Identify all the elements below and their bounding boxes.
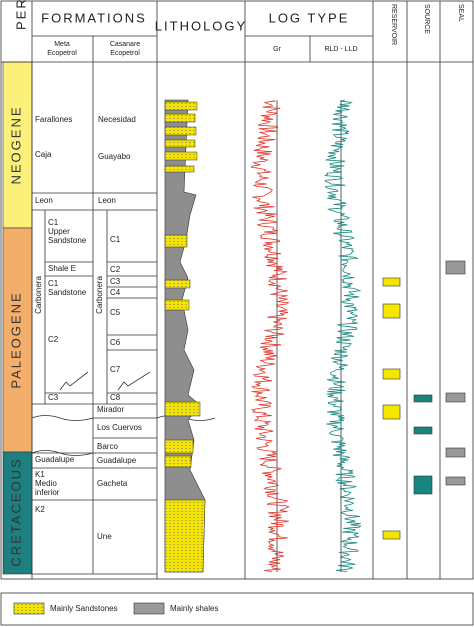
period-label: PALEOGENE	[8, 291, 23, 388]
header: Casanare	[110, 41, 140, 48]
legend	[0, 592, 474, 626]
legend-label: Mainly Sandstones	[50, 604, 118, 613]
unit: Los Cuervos	[97, 423, 142, 432]
unit: Mirador	[97, 405, 124, 414]
unit: Leon	[98, 196, 116, 205]
unit: C3	[110, 277, 121, 286]
header: RLD - LLD	[324, 46, 357, 53]
unit: Sandstone	[48, 288, 87, 297]
unit: Sandstone	[48, 236, 87, 245]
unit: C2	[48, 335, 59, 344]
unit: C7	[110, 365, 121, 374]
header: Meta	[54, 41, 70, 48]
header: Ecopetrol	[47, 50, 77, 57]
unit: K2	[35, 505, 45, 514]
unit: C8	[110, 393, 121, 402]
unit: inferior	[35, 488, 60, 497]
unit: C5	[110, 308, 121, 317]
unit: Upper	[48, 227, 70, 236]
header: RESERVOIR	[390, 4, 397, 45]
frame	[0, 0, 474, 580]
unit: Carbonera	[95, 276, 104, 314]
unit: Guadalupe	[97, 456, 137, 465]
casanare-units: Necesidad Guayabo Leon C1 C2 C3 C4 C5 C6…	[95, 115, 142, 541]
unit: Caja	[35, 150, 52, 159]
unit: Leon	[35, 196, 53, 205]
unit: Gacheta	[97, 479, 128, 488]
header: FORMATIONS	[41, 10, 147, 25]
unit: C4	[110, 288, 121, 297]
unit: Necesidad	[98, 115, 136, 124]
header: SEAL	[457, 4, 464, 22]
legend-swatch	[13, 602, 45, 615]
unit: Barco	[97, 442, 118, 451]
period-label: NEOGENE	[8, 105, 23, 184]
lithology	[164, 99, 206, 573]
rld-log	[323, 99, 362, 572]
unit: Carbonera	[34, 276, 43, 314]
unit: Shale E	[48, 264, 76, 273]
period-label: CRETACEOUS	[8, 457, 23, 566]
unit: Farallones	[35, 115, 72, 124]
unit: C3	[48, 393, 59, 402]
header: LITHOLOGY	[155, 18, 247, 33]
unit: Guayabo	[98, 152, 131, 161]
legend-label: Mainly shales	[170, 604, 218, 613]
unit: Une	[97, 532, 112, 541]
meta-units: Farallones Caja Leon C1 Upper Sandstone …	[34, 115, 87, 514]
unit: C1	[48, 218, 59, 227]
unit: K1	[35, 470, 45, 479]
legend-swatch	[133, 602, 165, 615]
unit: C2	[110, 265, 121, 274]
unit: C1	[48, 279, 59, 288]
paleogene-band	[2, 227, 33, 453]
gr-log	[250, 99, 290, 572]
unit: Guadalupe	[35, 455, 75, 464]
header: PERIOD	[13, 0, 28, 30]
unit: C1	[110, 235, 121, 244]
header: LOG TYPE	[269, 10, 350, 25]
header: Ecopetrol	[110, 50, 140, 57]
unit: Medio	[35, 479, 57, 488]
indicators	[382, 260, 466, 540]
unit: C6	[110, 338, 121, 347]
header: SOURCE	[423, 4, 430, 34]
grid	[1, 1, 473, 579]
header: Gr	[273, 46, 281, 53]
